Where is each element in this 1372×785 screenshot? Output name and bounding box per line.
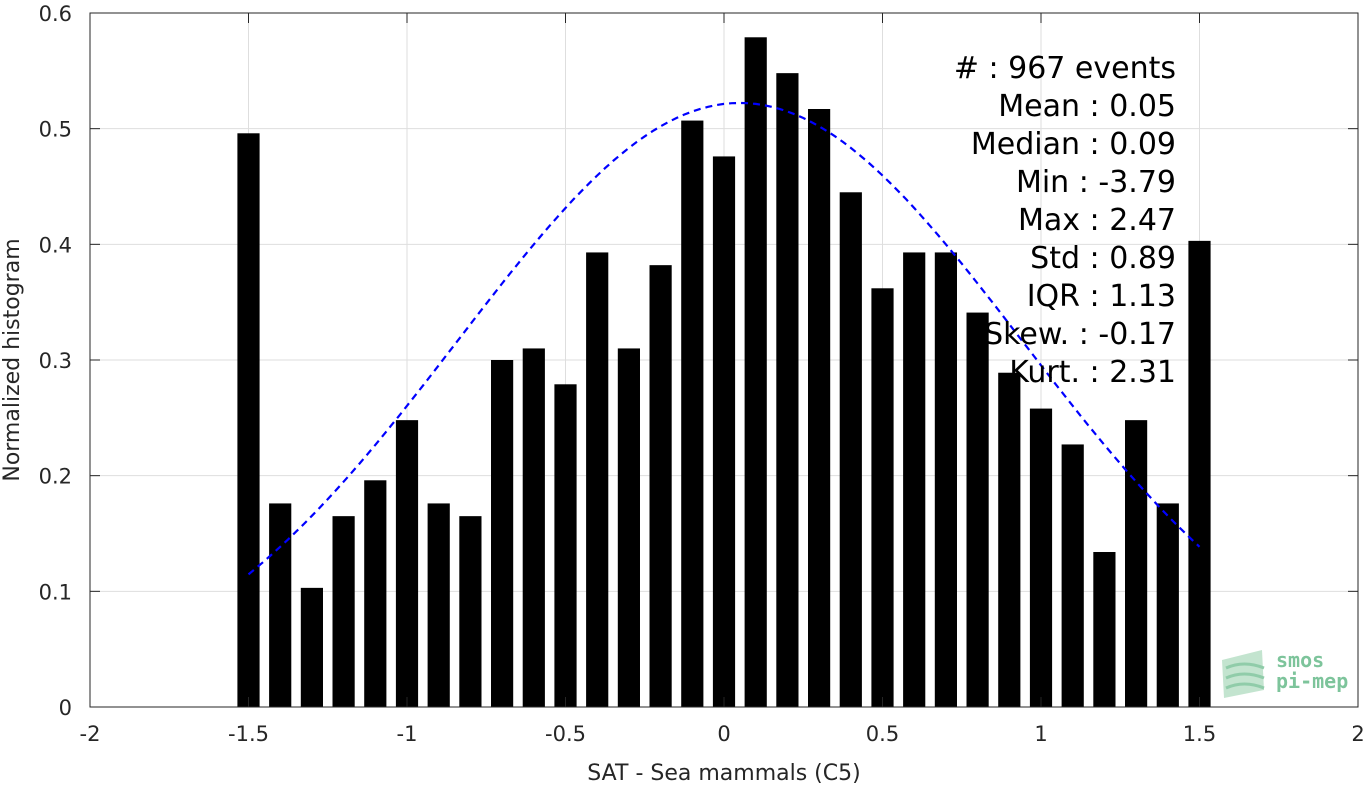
histogram-bar bbox=[712, 156, 736, 708]
logo-text-smos: smos bbox=[1276, 648, 1324, 672]
stats-line: Skew. : -0.17 bbox=[984, 317, 1176, 352]
x-tick-label: 1.5 bbox=[1183, 722, 1216, 746]
x-tick-label: 0.5 bbox=[866, 722, 899, 746]
histogram-bar bbox=[237, 133, 260, 707]
histogram-bar bbox=[839, 192, 862, 708]
histogram-bar bbox=[903, 252, 926, 707]
histogram-bars bbox=[237, 37, 1211, 708]
logo-waves-icon bbox=[1222, 650, 1265, 698]
x-tick-label: -2 bbox=[80, 722, 101, 746]
y-tick-label: 0.6 bbox=[39, 2, 72, 26]
y-tick-label: 0.1 bbox=[39, 580, 72, 604]
histogram-bar bbox=[871, 288, 894, 707]
histogram-bar bbox=[269, 503, 292, 707]
x-tick-label: -1.5 bbox=[228, 722, 269, 746]
stats-line: Std : 0.89 bbox=[1030, 241, 1176, 276]
stats-line: Median : 0.09 bbox=[971, 127, 1176, 162]
histogram-bar bbox=[934, 252, 957, 707]
x-tick-label: -0.5 bbox=[545, 722, 586, 746]
smos-pi-mep-logo: smos pi-mep bbox=[1222, 648, 1348, 698]
histogram-bar bbox=[744, 37, 767, 708]
histogram-bar bbox=[649, 265, 672, 707]
stats-line: Max : 2.47 bbox=[1018, 203, 1176, 238]
histogram-bar bbox=[1156, 503, 1179, 707]
stats-line: Kurt. : 2.31 bbox=[1009, 355, 1176, 390]
histogram-bar bbox=[617, 348, 640, 707]
histogram-bar bbox=[1029, 408, 1053, 707]
stats-line: IQR : 1.13 bbox=[1027, 279, 1176, 314]
histogram-bar bbox=[332, 516, 355, 707]
stats-line: Mean : 0.05 bbox=[998, 89, 1176, 124]
histogram-bar bbox=[1188, 240, 1211, 707]
axis-ticks bbox=[89, 12, 1359, 708]
histogram-bar bbox=[776, 73, 799, 707]
logo-text-pimep: pi-mep bbox=[1276, 669, 1348, 693]
x-axis-label: SAT - Sea mammals (C5) bbox=[587, 761, 860, 785]
stats-line: Min : -3.79 bbox=[1016, 165, 1176, 200]
x-tick-label: -1 bbox=[397, 722, 418, 746]
histogram-bar bbox=[1093, 552, 1116, 707]
x-tick-labels: -2 -1.5 -1 -0.5 0 0.5 1 1.5 2 bbox=[80, 722, 1365, 746]
y-axis-label: Normalized histogram bbox=[0, 238, 25, 481]
y-tick-label: 0.5 bbox=[39, 118, 72, 142]
y-tick-label: 0.3 bbox=[39, 349, 72, 373]
histogram-bar bbox=[586, 252, 609, 707]
histogram-bar bbox=[459, 516, 482, 707]
histogram-bar bbox=[427, 503, 450, 707]
histogram-bar bbox=[998, 372, 1021, 707]
histogram-bar bbox=[966, 312, 989, 707]
histogram-bar bbox=[300, 587, 323, 707]
x-tick-label: 1 bbox=[1034, 722, 1047, 746]
normal-fit-curve bbox=[247, 101, 1201, 576]
histogram-bar bbox=[554, 384, 577, 707]
y-tick-label: 0 bbox=[59, 696, 72, 720]
histogram-bar bbox=[1125, 420, 1148, 707]
histogram-bar bbox=[681, 120, 704, 707]
y-tick-label: 0.4 bbox=[39, 233, 72, 257]
histogram-bar bbox=[491, 360, 514, 707]
histogram-bar bbox=[522, 348, 545, 707]
y-tick-label: 0.2 bbox=[39, 465, 72, 489]
histogram-bar bbox=[808, 109, 831, 707]
histogram-bar bbox=[395, 420, 419, 707]
x-tick-label: 2 bbox=[1351, 722, 1364, 746]
histogram-bar bbox=[364, 480, 387, 707]
histogram-bar bbox=[1061, 444, 1084, 707]
x-tick-label: 0 bbox=[717, 722, 730, 746]
y-tick-labels: 0 0.1 0.2 0.3 0.4 0.5 0.6 bbox=[39, 2, 72, 720]
stats-line: # : 967 events bbox=[954, 51, 1176, 86]
